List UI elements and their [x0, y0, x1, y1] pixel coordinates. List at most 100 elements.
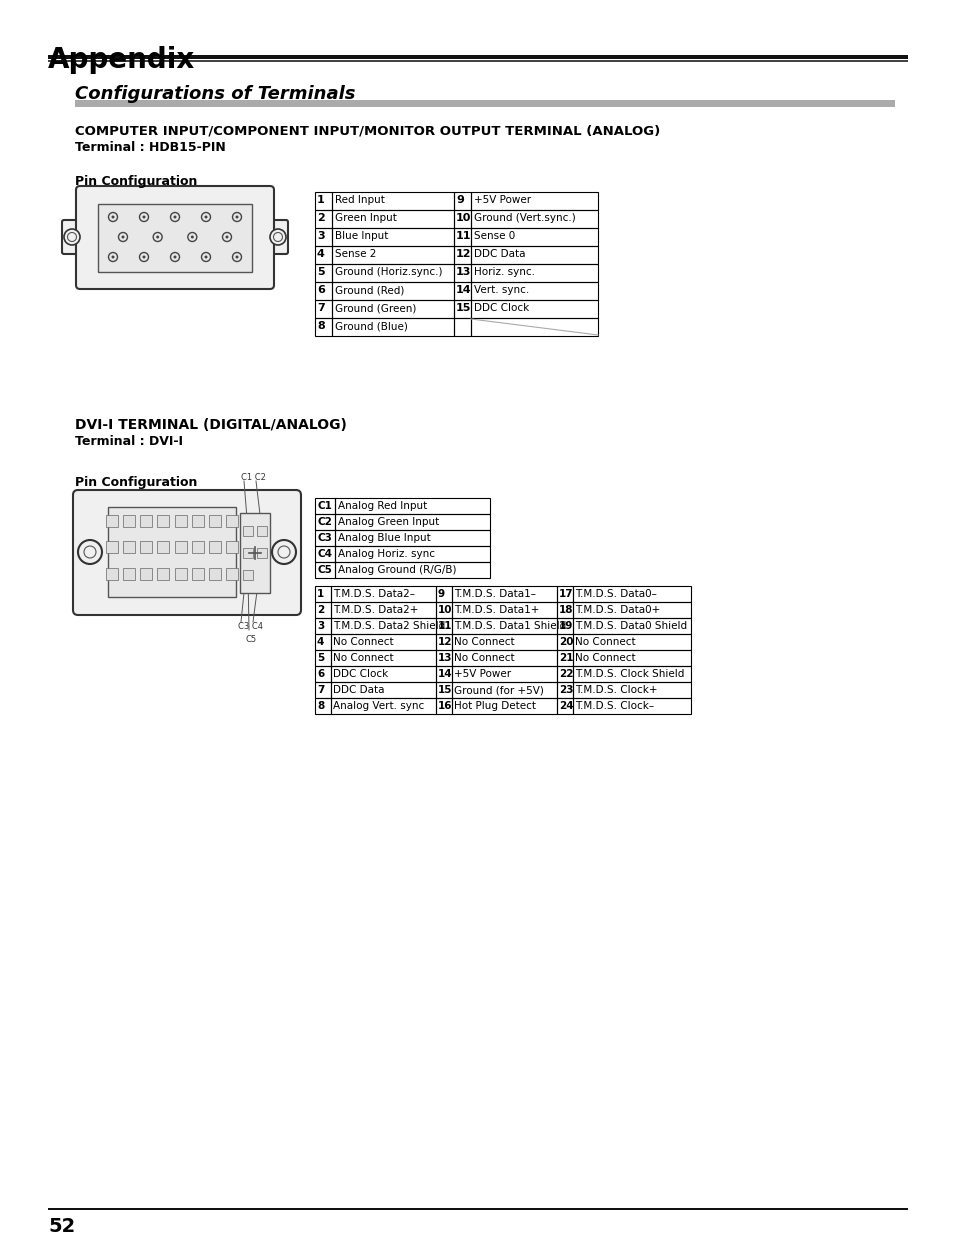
Text: T.M.D.S. Data2 Shield: T.M.D.S. Data2 Shield: [333, 621, 445, 631]
Bar: [471, 246, 598, 264]
Text: 52: 52: [48, 1216, 75, 1235]
Circle shape: [204, 256, 208, 258]
Text: T.M.D.S. Data0+: T.M.D.S. Data0+: [575, 605, 659, 615]
Text: Pin Configuration: Pin Configuration: [75, 475, 197, 489]
Text: Analog Horiz. sync: Analog Horiz. sync: [337, 550, 435, 559]
Bar: [335, 546, 490, 562]
Bar: [452, 601, 557, 618]
Bar: [314, 562, 335, 578]
Text: T.M.D.S. Data1 Shield: T.M.D.S. Data1 Shield: [454, 621, 566, 631]
Bar: [226, 568, 237, 580]
Text: 4: 4: [316, 249, 325, 259]
FancyBboxPatch shape: [76, 186, 274, 289]
Circle shape: [225, 236, 229, 238]
Text: 2: 2: [127, 519, 131, 524]
Bar: [557, 698, 573, 714]
Bar: [98, 204, 252, 272]
Circle shape: [204, 215, 208, 219]
Text: 24: 24: [558, 701, 573, 711]
Text: No Connect: No Connect: [454, 637, 514, 647]
Text: C1: C1: [317, 501, 333, 511]
Text: 20: 20: [558, 637, 573, 647]
Text: DDC Clock: DDC Clock: [474, 303, 529, 312]
Text: T.M.D.S. Clock+: T.M.D.S. Clock+: [575, 685, 657, 695]
Text: T.M.D.S. Data2+: T.M.D.S. Data2+: [333, 605, 418, 615]
Bar: [157, 568, 170, 580]
Text: C4: C4: [317, 550, 333, 559]
Bar: [256, 548, 267, 558]
Bar: [106, 515, 118, 527]
Text: Analog Ground (R/G/B): Analog Ground (R/G/B): [337, 564, 456, 576]
Text: C2: C2: [317, 517, 333, 527]
Text: 21: 21: [558, 653, 573, 663]
Circle shape: [109, 212, 117, 221]
Circle shape: [171, 212, 179, 221]
Text: Ground (Horiz.sync.): Ground (Horiz.sync.): [335, 267, 442, 277]
Bar: [452, 698, 557, 714]
Bar: [106, 541, 118, 553]
Text: Configurations of Terminals: Configurations of Terminals: [75, 85, 355, 103]
Bar: [557, 666, 573, 682]
Text: C3 C4: C3 C4: [237, 622, 263, 631]
Bar: [243, 548, 253, 558]
Text: 9: 9: [437, 589, 445, 599]
Bar: [332, 228, 454, 246]
Circle shape: [235, 215, 238, 219]
Text: 22: 22: [193, 572, 201, 577]
Text: Appendix: Appendix: [48, 46, 195, 74]
Bar: [209, 515, 221, 527]
Circle shape: [191, 236, 193, 238]
Text: 14: 14: [437, 669, 452, 679]
Circle shape: [188, 232, 196, 242]
Bar: [157, 515, 170, 527]
Bar: [573, 618, 690, 634]
Circle shape: [233, 252, 241, 262]
FancyBboxPatch shape: [73, 490, 301, 615]
Text: 13: 13: [456, 267, 471, 277]
Circle shape: [272, 540, 295, 564]
Text: 19: 19: [142, 572, 150, 577]
Text: Analog Vert. sync: Analog Vert. sync: [333, 701, 424, 711]
Bar: [192, 515, 204, 527]
Bar: [331, 618, 436, 634]
Bar: [557, 682, 573, 698]
Text: T.M.D.S. Data0–: T.M.D.S. Data0–: [575, 589, 657, 599]
Circle shape: [233, 212, 241, 221]
Bar: [108, 508, 235, 597]
Text: 14: 14: [193, 545, 201, 550]
Bar: [48, 61, 907, 62]
Text: T.M.D.S. Data1+: T.M.D.S. Data1+: [454, 605, 538, 615]
Text: 2: 2: [316, 605, 324, 615]
Circle shape: [112, 256, 114, 258]
Bar: [573, 650, 690, 666]
Bar: [452, 650, 557, 666]
Bar: [557, 618, 573, 634]
Text: Hot Plug Detect: Hot Plug Detect: [454, 701, 536, 711]
Bar: [454, 282, 471, 300]
Bar: [557, 634, 573, 650]
Text: 11: 11: [142, 545, 150, 550]
Bar: [454, 264, 471, 282]
Circle shape: [201, 212, 211, 221]
Bar: [331, 666, 436, 682]
Bar: [573, 666, 690, 682]
Bar: [314, 601, 331, 618]
Text: 16: 16: [228, 545, 235, 550]
Text: 10: 10: [125, 545, 132, 550]
Bar: [140, 568, 152, 580]
Circle shape: [121, 236, 125, 238]
Bar: [452, 634, 557, 650]
Bar: [314, 300, 332, 317]
Bar: [436, 666, 452, 682]
Text: 10: 10: [437, 605, 452, 615]
Text: 19: 19: [558, 621, 573, 631]
Bar: [452, 585, 557, 601]
Circle shape: [270, 228, 286, 245]
Text: DDC Clock: DDC Clock: [333, 669, 388, 679]
Text: DVI-I TERMINAL (DIGITAL/ANALOG): DVI-I TERMINAL (DIGITAL/ANALOG): [75, 417, 347, 432]
Text: 3: 3: [144, 519, 148, 524]
Bar: [157, 541, 170, 553]
Text: 6: 6: [316, 669, 324, 679]
Bar: [471, 264, 598, 282]
Circle shape: [142, 256, 146, 258]
